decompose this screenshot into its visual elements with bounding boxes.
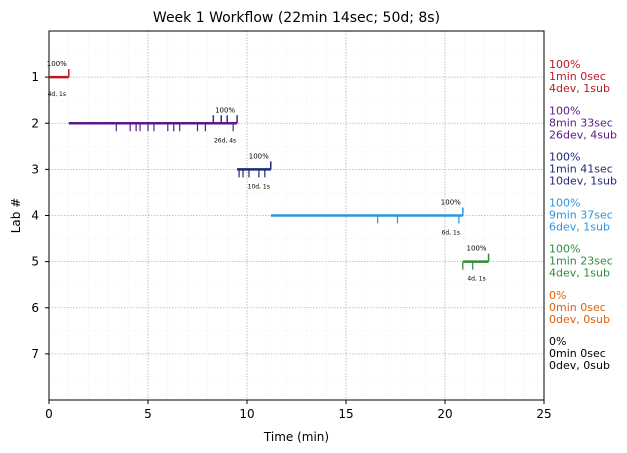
y-tick-label: 5 — [31, 255, 39, 269]
lab-6-summary-time: 0min 0sec — [549, 301, 606, 314]
y-tick-label: 1 — [31, 70, 39, 84]
lab-3-summary-pct: 100% — [549, 150, 580, 163]
lab-4-summary-pct: 100% — [549, 197, 580, 210]
axis-ticks: 0 5 10 15 20 25 1 2 3 4 5 6 7 — [31, 70, 551, 421]
lab-4-count-label: 6d, 1s — [442, 230, 460, 237]
lab-1-count-label: 4d, 1s — [48, 91, 66, 98]
lab-2-count-label: 26d, 4s — [214, 137, 236, 144]
y-axis-label: Lab # — [9, 198, 23, 234]
lab-timelines: 100% 4d, 1s 100% 26d, 4s 100% 10d, 1s 100% 6d, … — [47, 60, 490, 283]
lab-2-summary-pct: 100% — [549, 104, 580, 117]
x-tick-label: 15 — [338, 407, 353, 421]
lab-5-pct-label: 100% — [467, 245, 487, 253]
lab-2-summary-counts: 26dev, 4sub — [549, 128, 617, 141]
lab-4-pct-label: 100% — [441, 199, 461, 207]
y-tick-label: 4 — [31, 209, 39, 223]
x-axis-label: Time (min) — [263, 430, 329, 444]
lab-1-summary-time: 1min 0sec — [549, 70, 606, 83]
x-tick-label: 0 — [45, 407, 53, 421]
lab-7-summary-counts: 0dev, 0sub — [549, 359, 610, 372]
lab-2-summary-time: 8min 33sec — [549, 116, 613, 129]
x-tick-label: 5 — [144, 407, 152, 421]
lab-2-pct-label: 100% — [215, 106, 235, 114]
lab-4-summary-time: 9min 37sec — [549, 209, 613, 222]
lab-1-pct-label: 100% — [47, 60, 67, 68]
lab-7-summary-pct: 0% — [549, 335, 566, 348]
lab-1-summary-counts: 4dev, 1sub — [549, 82, 610, 95]
lab-5-summary-counts: 4dev, 1sub — [549, 267, 610, 280]
chart-title: Week 1 Workflow (22min 14sec; 50d; 8s) — [153, 10, 440, 26]
x-tick-label: 20 — [437, 407, 452, 421]
lab-1-summary-pct: 100% — [549, 58, 580, 71]
y-tick-label: 3 — [31, 162, 39, 176]
lab-7-summary-time: 0min 0sec — [549, 347, 606, 360]
lab-3-summary-time: 1min 41sec — [549, 162, 613, 175]
lab-6-summary-counts: 0dev, 0sub — [549, 313, 610, 326]
lab-4-summary-counts: 6dev, 1sub — [549, 221, 610, 234]
x-tick-label: 25 — [536, 407, 551, 421]
lab-5-count-label: 4d, 1s — [467, 276, 485, 283]
lab-5-summary-pct: 100% — [549, 243, 580, 256]
lab-6-summary-pct: 0% — [549, 289, 566, 302]
lab-5-summary-time: 1min 23sec — [549, 255, 613, 268]
lab-3-pct-label: 100% — [249, 152, 269, 160]
y-tick-label: 6 — [31, 301, 39, 315]
x-tick-label: 10 — [239, 407, 254, 421]
lab-3-summary-counts: 10dev, 1sub — [549, 174, 617, 187]
y-tick-label: 7 — [31, 347, 39, 361]
y-tick-label: 2 — [31, 116, 39, 130]
lab-3-count-label: 10d, 1s — [248, 183, 270, 190]
